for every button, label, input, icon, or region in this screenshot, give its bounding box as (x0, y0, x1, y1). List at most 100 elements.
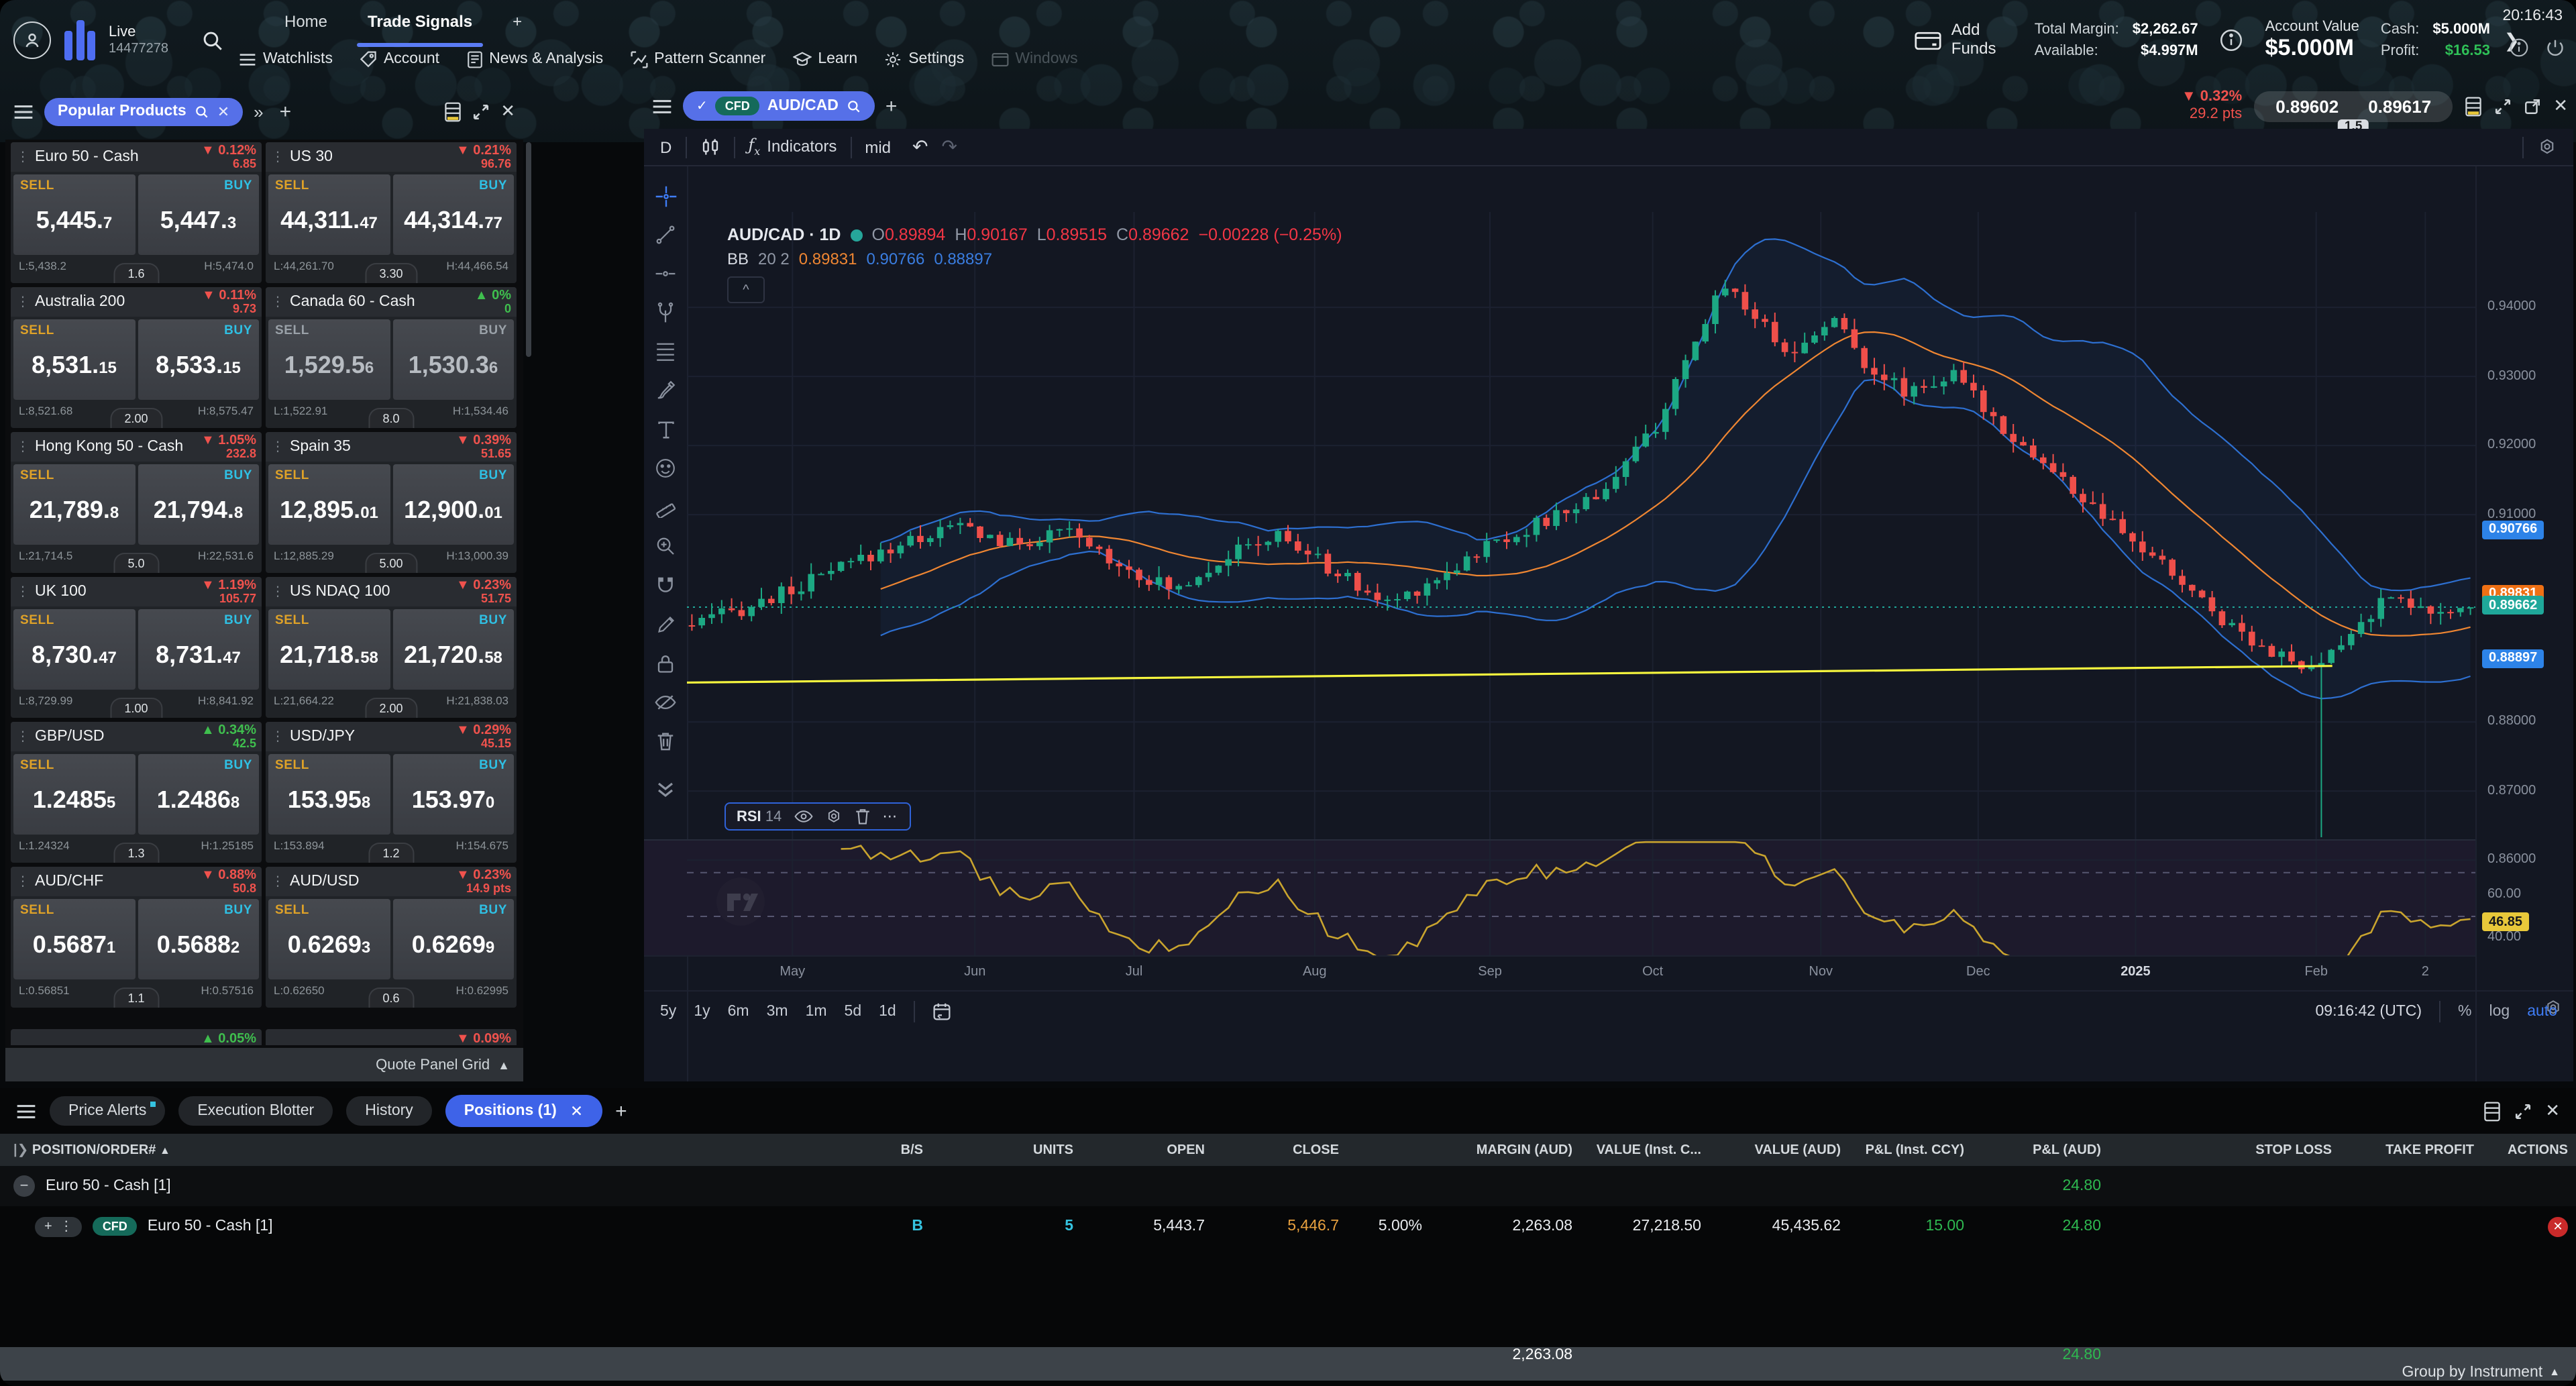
tool-lock-icon[interactable] (652, 649, 679, 676)
range-button-5y[interactable]: 5y (660, 1004, 677, 1020)
expander-icon[interactable]: |❯ (13, 1142, 29, 1157)
column-header[interactable]: STOP LOSS (2255, 1142, 2332, 1157)
close-tab-icon[interactable]: ✕ (570, 1104, 584, 1120)
range-button-3m[interactable]: 3m (766, 1004, 788, 1020)
range-button-1y[interactable]: 1y (694, 1004, 710, 1020)
auto-scale-button[interactable]: auto (2527, 1004, 2557, 1020)
tool-emoji-icon[interactable] (652, 455, 679, 482)
price-chart[interactable] (644, 166, 2475, 955)
quote-tile-header[interactable]: ⋮ GBP/USD ▲ 0.34% 42.5 (11, 722, 262, 751)
quote-tile-header[interactable]: ⋮ UK 100 ▼ 1.19% 105.77 (11, 577, 262, 606)
buy-button[interactable]: BUY 8,533.15 (138, 319, 259, 400)
drag-handle-icon[interactable]: ⋮ (16, 584, 30, 599)
column-header[interactable]: UNITS (1033, 1142, 1073, 1157)
tool-pitchfork-icon[interactable] (652, 299, 679, 326)
tool-magnet-icon[interactable] (652, 572, 679, 598)
sell-button[interactable]: SELL 44,311.47 (268, 174, 390, 255)
close-tab-icon[interactable]: ✕ (217, 104, 230, 120)
user-avatar-icon[interactable] (13, 21, 51, 59)
sell-button[interactable]: SELL 21,789.8 (13, 464, 135, 545)
menu-item-pattern-scanner[interactable]: Pattern Scanner (630, 50, 765, 68)
rail-collapse-chevrons-icon[interactable] (652, 777, 679, 804)
close-position-button[interactable]: ✕ (2548, 1216, 2568, 1236)
tool-hide-icon[interactable] (652, 688, 679, 715)
column-header[interactable]: MARGIN (AUD) (1476, 1142, 1572, 1157)
mid-price-button[interactable]: mid (865, 138, 892, 156)
menu-item-news-analysis[interactable]: News & Analysis (466, 50, 603, 68)
quote-panel-footer[interactable]: Quote Panel Grid ▲ (5, 1048, 523, 1081)
account-switcher[interactable]: Live 14477278 (109, 23, 168, 56)
percent-scale-button[interactable]: % (2458, 1004, 2472, 1020)
buy-button[interactable]: BUY 12,900.01 (392, 464, 514, 545)
hamburger-icon[interactable] (16, 1102, 36, 1120)
column-header[interactable]: B/S (900, 1142, 923, 1157)
drag-handle-icon[interactable]: ⋮ (16, 150, 30, 164)
tab-history[interactable]: History (346, 1096, 432, 1126)
drag-handle-icon[interactable]: ⋮ (271, 729, 284, 744)
tab-home[interactable]: Home (284, 12, 328, 31)
column-header[interactable]: TAKE PROFIT (2385, 1142, 2474, 1157)
sell-button[interactable]: SELL 5,445.7 (13, 174, 135, 255)
column-header[interactable]: CLOSE (1293, 1142, 1339, 1157)
position-row[interactable]: + ⋮ CFD Euro 50 - Cash [1] B 5 5,443.7 5,446.7… (0, 1206, 2576, 1246)
time-axis-gear-icon[interactable] (2544, 998, 2563, 1017)
quote-panel-scrollbar[interactable] (526, 142, 531, 357)
quote-tile-header[interactable]: ⋮ AUD/USD ▼ 0.23% 14.9 pts (266, 867, 517, 896)
add-workspace-tab-icon[interactable]: + (513, 12, 523, 31)
collapse-group-icon[interactable]: − (13, 1175, 35, 1197)
sell-button[interactable]: SELL 8,730.47 (13, 609, 135, 690)
buy-button[interactable]: BUY 0.62699 (392, 899, 514, 979)
power-icon[interactable] (2545, 38, 2565, 58)
sell-button[interactable]: SELL 8,531.15 (13, 319, 135, 400)
hamburger-icon[interactable] (652, 97, 672, 115)
quote-tile-header[interactable]: ⋮ Euro 50 - Cash ▼ 0.12% 6.85 (11, 142, 262, 172)
quote-tile-header[interactable]: ⋮ US 30 ▼ 0.21% 96.76 (266, 142, 517, 172)
tool-fib-retracement-icon[interactable] (652, 338, 679, 365)
sell-buy-price-pill[interactable]: 0.89602 0.89617 1.5 (2254, 91, 2453, 134)
sell-button[interactable]: SELL 153.958 (268, 754, 390, 835)
column-header[interactable]: ACTIONS (2508, 1142, 2568, 1157)
tool-draw-icon[interactable] (652, 610, 679, 637)
quote-tile-header[interactable]: ⋮ Australia 200 ▼ 0.11% 9.73 (11, 287, 262, 317)
search-icon[interactable] (201, 29, 223, 52)
drag-handle-icon[interactable]: ⋮ (16, 439, 30, 454)
drag-handle-icon[interactable]: ⋮ (271, 439, 284, 454)
popout-icon[interactable] (2524, 97, 2541, 115)
buy-button[interactable]: BUY 44,314.77 (392, 174, 514, 255)
quote-tile-header[interactable]: ⋮ Spain 35 ▼ 0.39% 51.65 (266, 432, 517, 462)
add-tab-icon[interactable]: + (615, 1100, 627, 1122)
position-group-row[interactable]: − Euro 50 - Cash [1] 24.80 (0, 1166, 2576, 1206)
range-button-1d[interactable]: 1d (879, 1004, 896, 1020)
group-by-selector[interactable]: Group by Instrument ▲ (2402, 1364, 2561, 1381)
tab-price-alerts[interactable]: Price Alerts (50, 1096, 166, 1126)
hamburger-icon[interactable] (13, 103, 34, 120)
close-panel-icon[interactable]: ✕ (2545, 1100, 2560, 1120)
add-order-button[interactable]: + ⋮ (35, 1216, 83, 1236)
layout-grid-icon[interactable] (2465, 96, 2482, 116)
eye-icon[interactable] (794, 809, 812, 824)
drag-handle-icon[interactable]: ⋮ (271, 874, 284, 889)
quote-tile-header[interactable]: ⋮ US NDAQ 100 ▼ 0.23% 51.75 (266, 577, 517, 606)
timeframe-button[interactable]: D (660, 138, 672, 156)
info-icon-secondary[interactable] (2509, 38, 2529, 58)
search-icon[interactable] (847, 99, 861, 113)
buy-button[interactable]: BUY 21,794.8 (138, 464, 259, 545)
buy-button[interactable]: BUY 21,720.58 (392, 609, 514, 690)
settings-gear-icon[interactable] (824, 808, 842, 825)
drag-handle-icon[interactable]: ⋮ (271, 150, 284, 164)
calendar-icon[interactable] (932, 1002, 951, 1021)
search-icon[interactable] (195, 104, 209, 119)
sell-button[interactable]: SELL 21,718.58 (268, 609, 390, 690)
close-panel-icon[interactable]: ✕ (500, 101, 515, 121)
indicators-button[interactable]: ƒx Indicators (748, 136, 837, 158)
drag-handle-icon[interactable]: ⋮ (271, 584, 284, 599)
chevron-right-icon[interactable]: ❯ (2504, 30, 2520, 51)
expand-icon[interactable] (2494, 97, 2512, 115)
tool-brush-icon[interactable] (652, 377, 679, 404)
buy-button[interactable]: BUY 5,447.3 (138, 174, 259, 255)
menu-item-watchlists[interactable]: Watchlists (239, 51, 333, 67)
sell-button[interactable]: SELL 0.62693 (268, 899, 390, 979)
range-button-6m[interactable]: 6m (727, 1004, 749, 1020)
layout-grid-icon[interactable] (444, 101, 462, 121)
column-header[interactable]: VALUE (Inst. C... (1596, 1142, 1701, 1157)
